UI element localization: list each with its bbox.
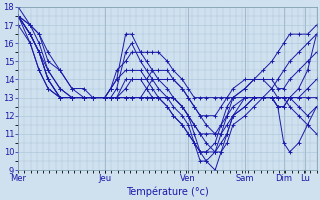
X-axis label: Température (°c): Température (°c) [126, 186, 209, 197]
